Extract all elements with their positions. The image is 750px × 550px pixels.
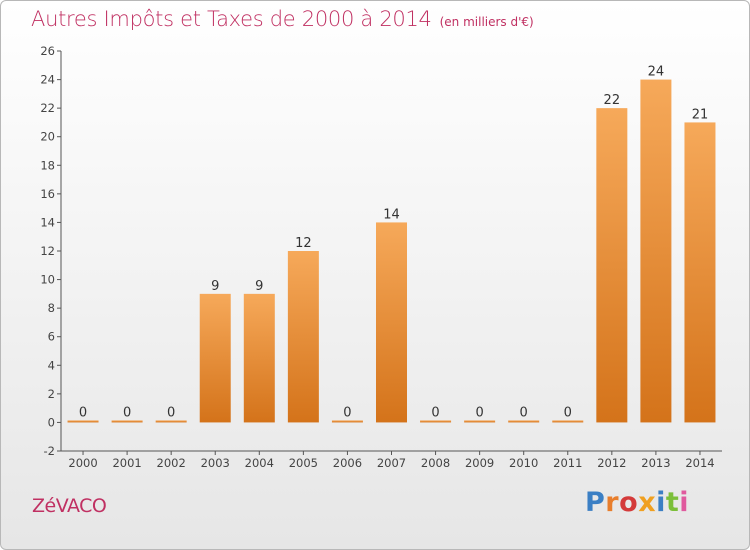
bar [111,420,143,423]
x-tick-label: 2003 [201,456,230,470]
data-label: 0 [431,405,439,420]
bar [640,79,672,423]
x-tick-label: 2011 [553,456,582,470]
x-tick-label: 2000 [68,456,97,470]
y-tick-label: -2 [44,444,55,458]
y-tick-label: 18 [40,158,55,172]
bar [464,420,496,423]
y-tick-label: 4 [48,358,55,372]
data-label: 0 [564,405,572,420]
bar [199,293,231,423]
y-tick-label: 22 [40,101,55,115]
bar [287,251,319,423]
data-label: 0 [475,405,483,420]
y-tick-label: 10 [40,273,55,287]
bar [243,293,275,423]
bar [376,222,407,423]
y-tick-label: 26 [40,44,55,58]
x-tick-label: 2001 [112,456,141,470]
data-label: 0 [123,405,131,420]
x-tick-label: 2013 [641,456,670,470]
logo-letter: i [679,487,690,518]
bar [596,108,628,423]
data-label: 22 [604,93,621,108]
data-label: 0 [167,405,175,420]
bar [67,420,99,423]
y-tick-label: 20 [40,130,55,144]
y-tick-label: 8 [48,301,55,315]
commune-name: ZéVACO [32,495,107,517]
data-label: 14 [383,207,400,222]
logo-letter: P [585,487,606,518]
bar [155,420,187,423]
title-main: Autres Impôts et Taxes de 2000 à 2014 [31,7,432,31]
y-tick-label: 24 [40,73,55,87]
bar [331,420,363,423]
x-tick-label: 2009 [465,456,494,470]
bar [552,420,584,423]
data-label: 9 [255,279,263,294]
data-label: 0 [343,405,351,420]
proxiti-logo: Proxiti [585,487,689,518]
y-tick-label: 0 [48,415,55,429]
title-unit: (en milliers d'€) [439,15,534,29]
logo-letter: r [605,487,620,518]
y-tick-label: 14 [40,215,55,229]
x-tick-label: 2010 [509,456,538,470]
data-label: 0 [79,405,87,420]
x-tick-label: 2002 [157,456,186,470]
y-tick-label: 16 [40,187,55,201]
data-label: 12 [295,236,312,251]
logo-letter: x [638,487,657,518]
y-tick-label: 12 [40,244,55,258]
y-tick-label: 6 [48,330,55,344]
x-tick-label: 2008 [421,456,450,470]
x-tick-label: 2004 [245,456,274,470]
data-label: 0 [520,405,528,420]
x-tick-label: 2007 [377,456,406,470]
y-tick-label: 2 [48,387,55,401]
x-tick-label: 2012 [597,456,626,470]
bar [684,122,716,423]
chart-title: Autres Impôts et Taxes de 2000 à 2014 (en… [31,7,534,31]
bar [420,420,452,423]
logo-letter: t [665,487,680,518]
logo-letter: i [656,487,666,518]
data-label: 21 [692,107,709,122]
logo-letter: o [619,487,639,518]
data-label: 9 [211,279,219,294]
x-tick-label: 2006 [333,456,362,470]
bar [508,420,540,423]
x-tick-label: 2005 [289,456,318,470]
data-label: 24 [648,65,665,80]
x-tick-label: 2014 [685,456,714,470]
